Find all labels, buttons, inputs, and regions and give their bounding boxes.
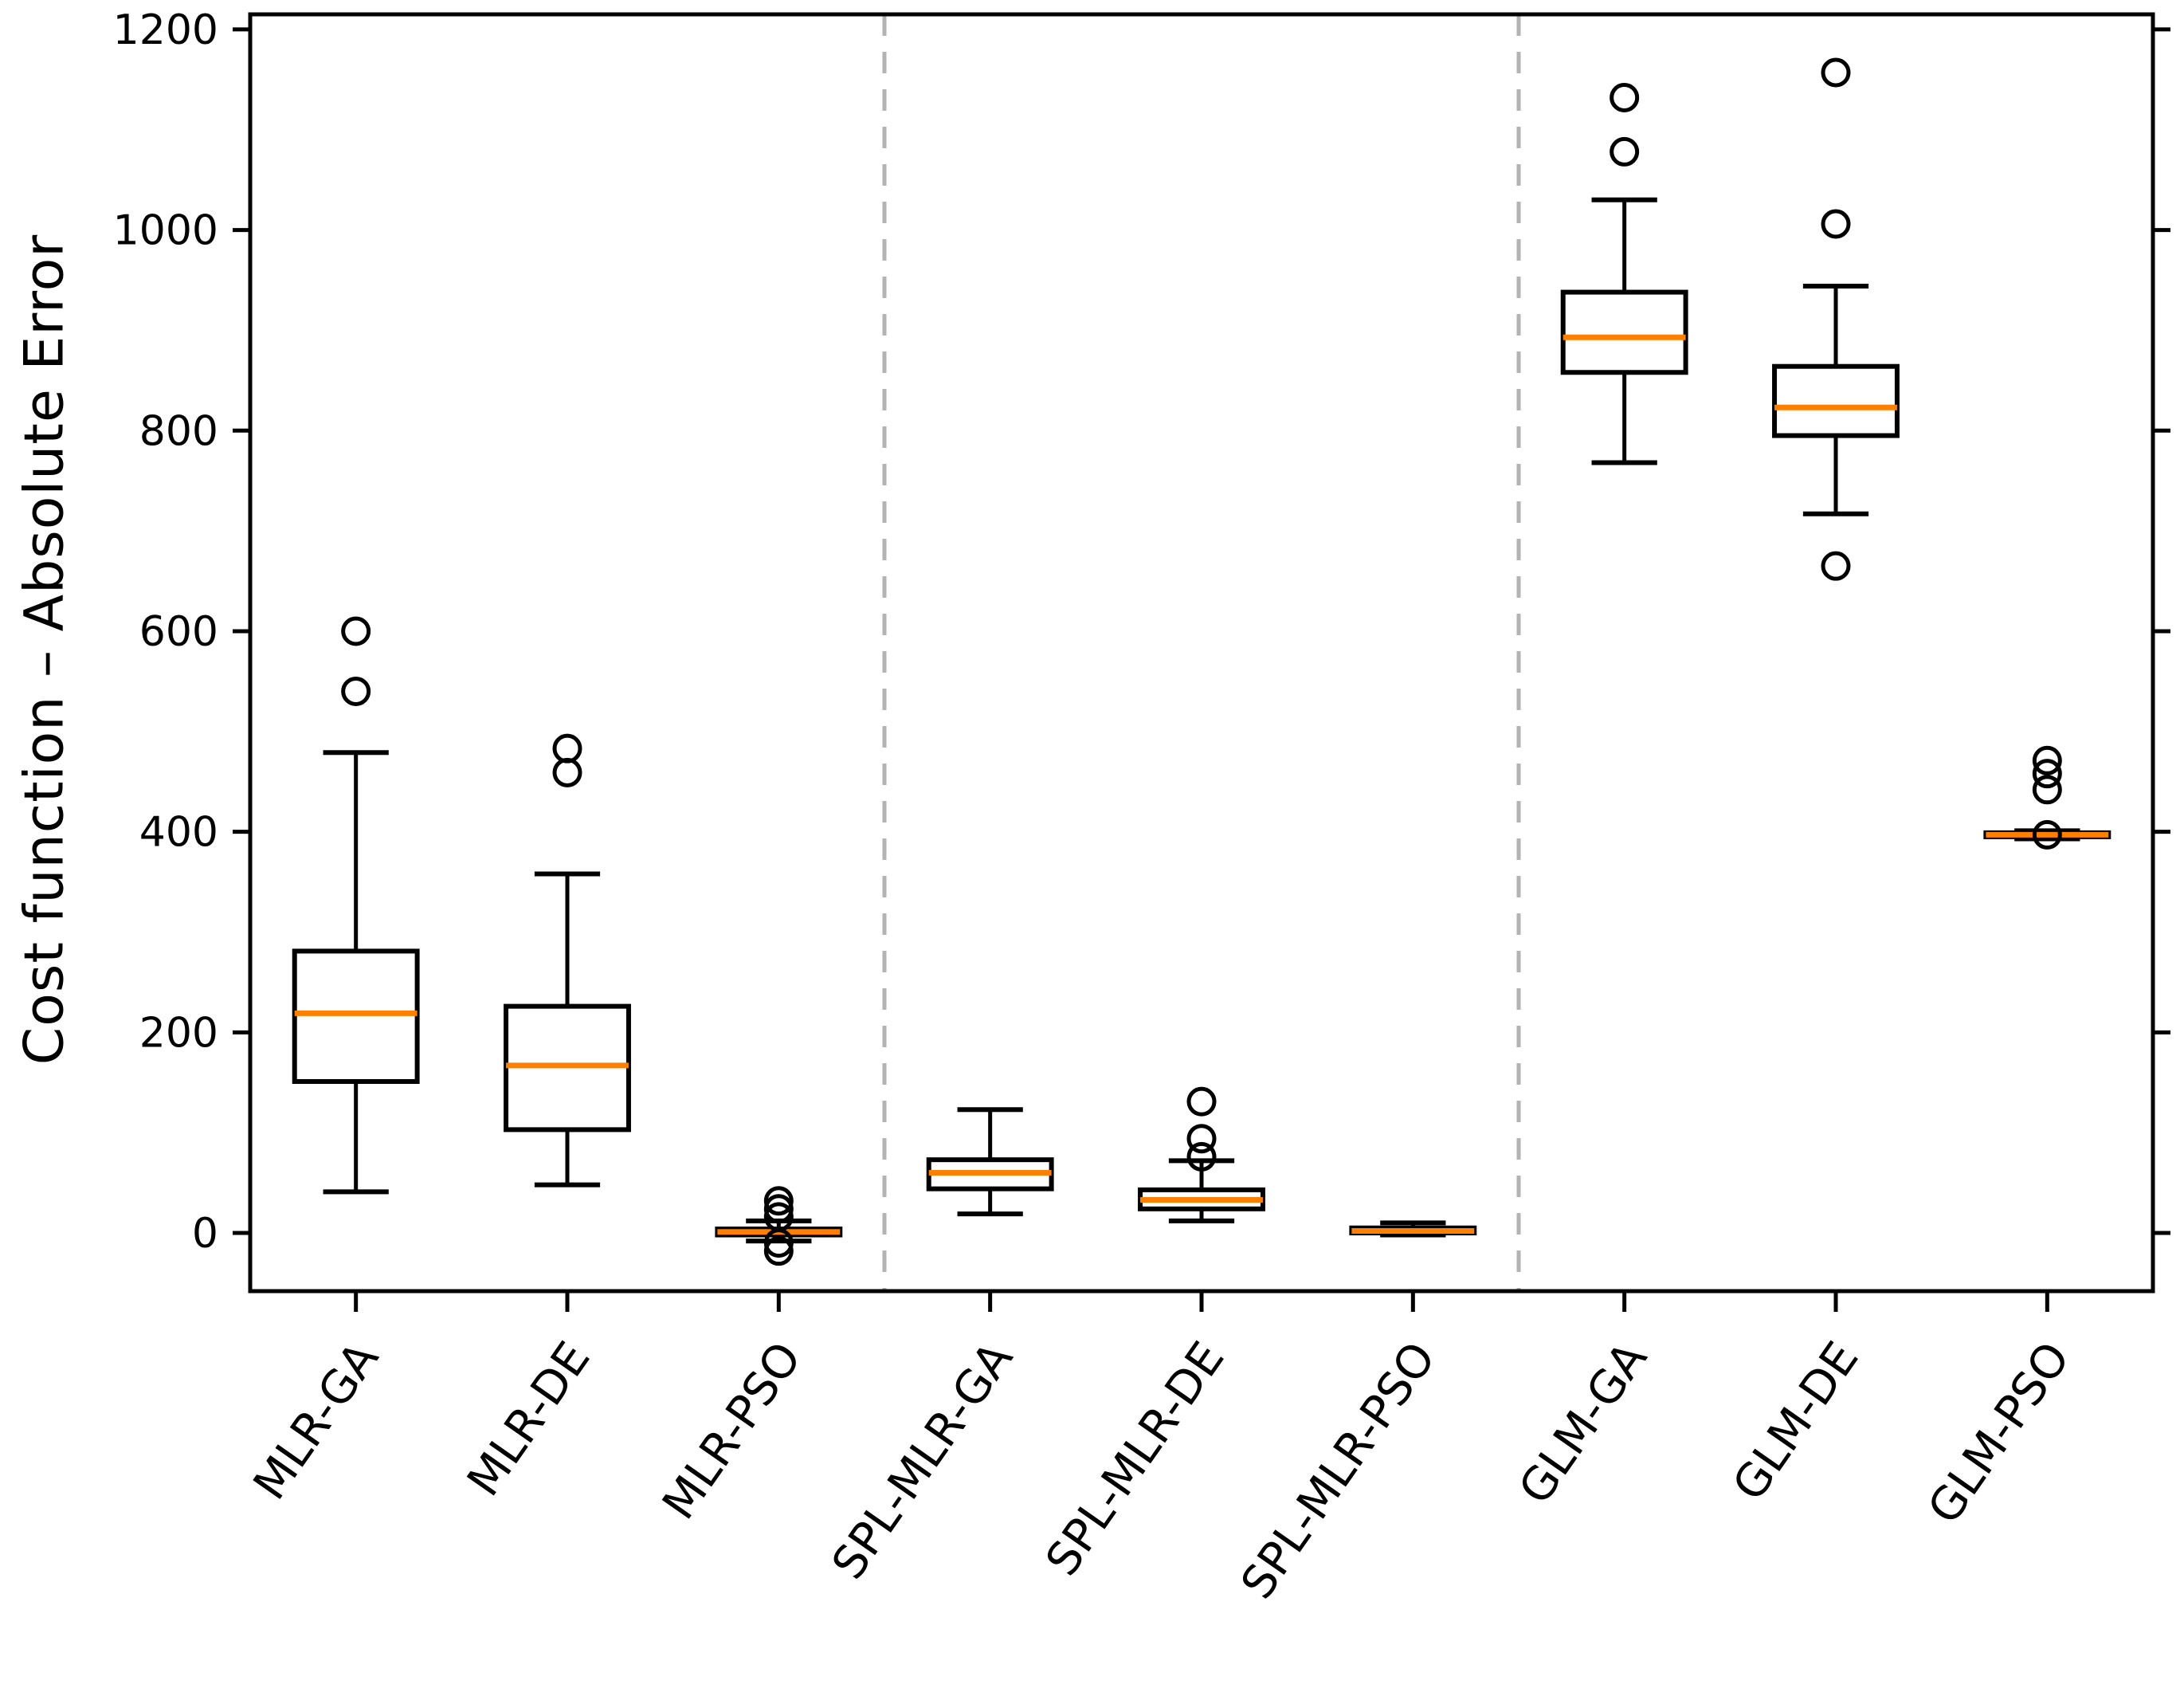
outlier-point (2032, 775, 2062, 805)
outlier-point (1610, 82, 1640, 112)
outlier-point (1186, 1124, 1217, 1154)
outlier-point (341, 676, 371, 706)
outlier-point (1821, 57, 1851, 88)
box-iqr (1772, 363, 1900, 438)
box-iqr (292, 948, 420, 1084)
y-tick-label: 1000 (113, 207, 218, 255)
y-tick-label: 200 (139, 1009, 218, 1057)
y-tick-label: 800 (139, 407, 218, 455)
y-tick-label: 1200 (113, 6, 218, 54)
outlier-point (2032, 819, 2062, 850)
outlier-point (763, 1228, 794, 1258)
y-tick-label: 600 (139, 608, 218, 656)
box-iqr (1560, 289, 1688, 375)
outlier-point (2032, 745, 2062, 775)
outlier-point (1610, 136, 1640, 167)
outlier-point (1821, 551, 1851, 581)
outlier-point (552, 757, 582, 787)
y-axis-label: Cost function – Absolute Error (13, 234, 76, 1066)
y-tick-label: 400 (139, 809, 218, 857)
outlier-point (2032, 759, 2062, 789)
outlier-point (1186, 1086, 1217, 1117)
outlier-point (763, 1236, 794, 1266)
outlier-point (1186, 1141, 1217, 1172)
outlier-point (763, 1194, 794, 1224)
outlier-point (1821, 209, 1851, 239)
outlier-point (341, 616, 371, 646)
y-tick-label: 0 (192, 1210, 218, 1258)
outlier-point (763, 1186, 794, 1216)
